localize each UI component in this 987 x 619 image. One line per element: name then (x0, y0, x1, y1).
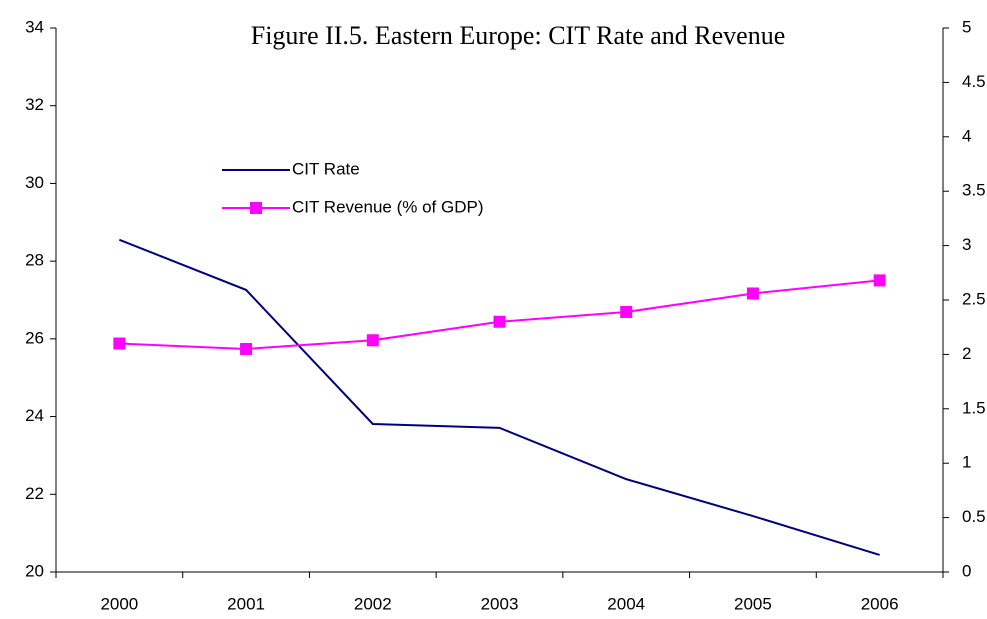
marker (873, 274, 886, 287)
y2-tick-label: 2.5 (962, 289, 986, 308)
x-tick-label: 2005 (734, 594, 772, 613)
y-tick-label: 26 (25, 328, 44, 347)
y2-tick-label: 4.5 (962, 72, 986, 91)
marker (366, 334, 379, 347)
y-tick-label: 20 (25, 561, 44, 580)
marker (746, 287, 759, 300)
legend-marker (250, 202, 262, 214)
y2-tick-label: 3 (962, 235, 971, 254)
x-tick-label: 2003 (481, 594, 519, 613)
x-tick-label: 2006 (861, 594, 899, 613)
y-tick-label: 34 (25, 17, 44, 36)
y2-tick-label: 1 (962, 453, 971, 472)
y-tick-label: 32 (25, 95, 44, 114)
y2-tick-label: 4 (962, 126, 971, 145)
marker (493, 315, 506, 328)
y2-tick-label: 2 (962, 344, 971, 363)
y-tick-label: 30 (25, 173, 44, 192)
legend-label: CIT Revenue (% of GDP) (292, 197, 483, 216)
chart-title: Figure II.5. Eastern Europe: CIT Rate an… (251, 21, 786, 50)
y-tick-label: 28 (25, 251, 44, 270)
series-line (119, 279, 880, 350)
x-tick-label: 2004 (607, 594, 645, 613)
marker (620, 305, 633, 318)
legend-label: CIT Rate (292, 159, 360, 178)
series-line (118, 238, 880, 556)
x-tick-label: 2002 (354, 594, 392, 613)
y-tick-label: 24 (25, 406, 44, 425)
y2-tick-label: 3.5 (962, 181, 986, 200)
marker (240, 342, 253, 355)
y2-tick-label: 1.5 (962, 398, 986, 417)
marker (113, 337, 126, 350)
x-tick-label: 2001 (227, 594, 265, 613)
y2-tick-label: 0 (962, 561, 971, 580)
y2-tick-label: 0.5 (962, 507, 986, 526)
x-tick-label: 2000 (100, 594, 138, 613)
y2-tick-label: 5 (962, 17, 971, 36)
y-tick-label: 22 (25, 484, 44, 503)
